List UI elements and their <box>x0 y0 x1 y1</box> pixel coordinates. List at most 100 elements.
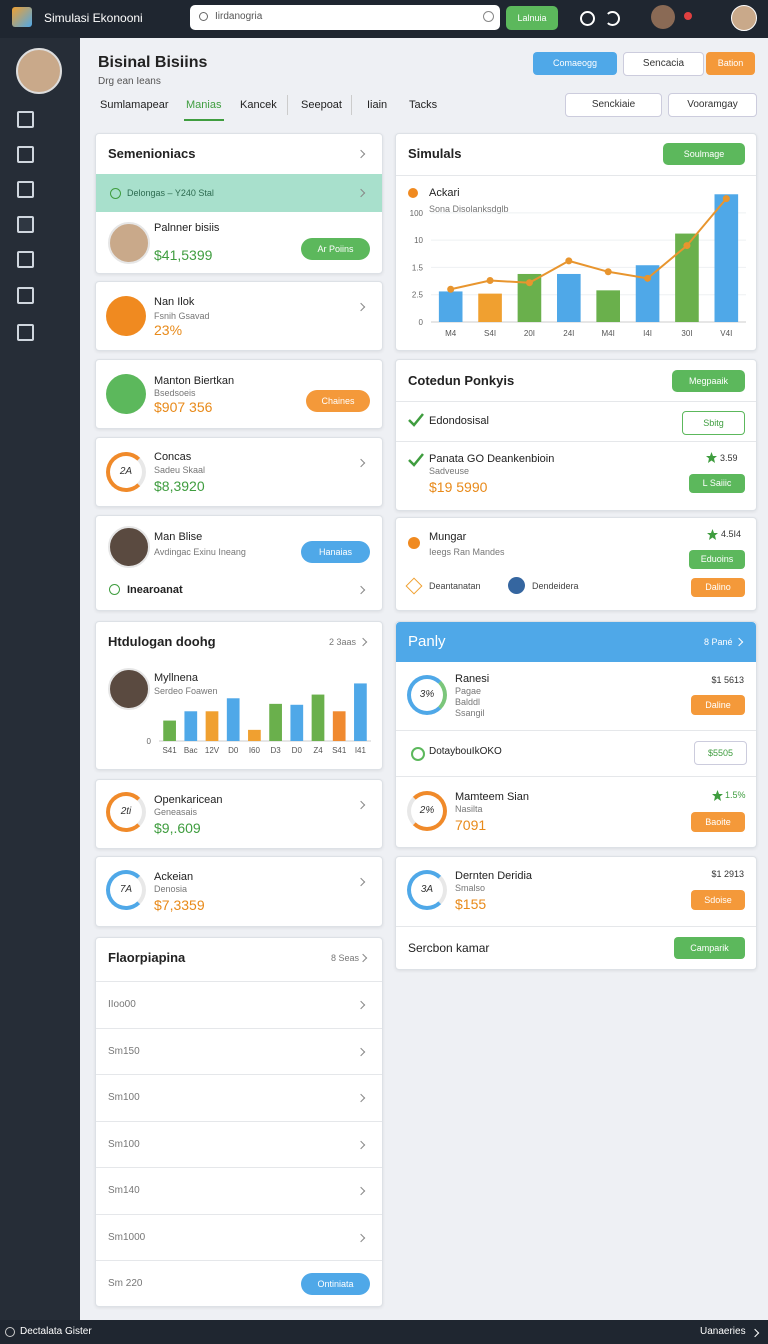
item-button[interactable]: Dalino <box>691 578 745 597</box>
list-row[interactable]: IIoo00 <box>108 999 136 1010</box>
search-box[interactable]: Iirdanogria <box>190 5 500 30</box>
divider <box>96 1260 382 1261</box>
bar <box>478 293 502 322</box>
tab[interactable]: Seepoat <box>301 99 342 111</box>
chevron[interactable] <box>356 149 366 159</box>
chevron[interactable] <box>356 877 366 887</box>
avatar[interactable] <box>731 5 757 31</box>
card-button[interactable]: Soulmage <box>663 143 745 165</box>
chevron[interactable] <box>358 953 368 963</box>
row-button[interactable]: Sbitg <box>682 411 745 435</box>
profile-avatar[interactable] <box>16 48 62 94</box>
item-button[interactable]: Daline <box>691 695 745 715</box>
list-row[interactable]: Sm150 <box>108 1045 140 1057</box>
list-row[interactable]: Sm140 <box>108 1185 140 1196</box>
nav-icon[interactable] <box>17 251 34 268</box>
chevron[interactable] <box>356 458 366 468</box>
avatar[interactable] <box>651 5 675 29</box>
chevron[interactable] <box>356 1000 366 1010</box>
search-clear[interactable] <box>483 11 494 22</box>
filter-chip[interactable]: Senckiaie <box>565 93 662 117</box>
x-tick-label: D0 <box>228 746 239 755</box>
bar <box>332 711 346 741</box>
tab[interactable]: Sumlamapear <box>100 99 169 111</box>
item-amount: $19 5990 <box>429 479 488 495</box>
header-button[interactable]: Bation <box>706 52 755 75</box>
tab-active[interactable]: Manias <box>186 99 222 111</box>
chevron[interactable] <box>356 800 366 810</box>
card: Htdulogan doohg 2 3aas Myllnena Serdeo F… <box>95 621 383 770</box>
nav-icon[interactable] <box>17 287 34 304</box>
link[interactable]: Dendeidera <box>532 581 579 591</box>
icon <box>106 296 146 336</box>
nav-icon[interactable] <box>17 216 34 233</box>
footer-button[interactable]: Camparik <box>674 937 745 959</box>
top-button[interactable]: Lalnuia <box>506 6 558 30</box>
nav-icon[interactable] <box>17 111 34 128</box>
nav-icon[interactable] <box>17 181 34 198</box>
chevron[interactable] <box>356 1093 366 1103</box>
bar <box>311 694 325 741</box>
header-button[interactable]: Sencacia <box>623 52 704 76</box>
status-bar: Dectalata Gister Uanaeries <box>0 1320 768 1344</box>
card-meta: 2 3aas <box>329 637 357 647</box>
trend-line <box>450 197 728 291</box>
x-tick-label: 20I <box>524 329 535 338</box>
item-button[interactable]: Eduoins <box>689 550 745 569</box>
item-amount: $8,3920 <box>154 478 205 494</box>
item-button[interactable]: L Saiiic <box>689 474 745 493</box>
nav-icon[interactable] <box>17 324 34 341</box>
chevron[interactable] <box>356 1233 366 1242</box>
chevron[interactable] <box>356 1140 366 1149</box>
chevron[interactable] <box>356 1047 366 1056</box>
bar <box>184 711 198 741</box>
item-sub: Ieegs Ran Mandes <box>429 547 505 557</box>
card: Simulals Soulmage Ackari Sona Disolanksd… <box>395 133 757 351</box>
item-name: Ranesi <box>455 673 490 685</box>
logo[interactable] <box>12 7 32 27</box>
trend-point <box>486 277 494 285</box>
card-title: Panly <box>408 633 446 650</box>
status-right[interactable]: Uanaeries <box>700 1326 746 1337</box>
bar <box>269 703 282 741</box>
icon[interactable] <box>605 11 620 26</box>
chevron[interactable] <box>356 585 366 595</box>
app-title: Simulasi Ekonooni <box>44 11 143 25</box>
list-row[interactable]: Sm100 <box>108 1092 140 1103</box>
item-sub: Ssangil <box>455 708 485 718</box>
list-row[interactable]: Sm1000 <box>108 1231 146 1243</box>
trend-point <box>604 268 612 276</box>
list-button[interactable]: Ontiniata <box>301 1273 370 1295</box>
link[interactable]: Deantanatan <box>429 581 481 591</box>
y-tick-label: 0 <box>147 737 152 746</box>
bar <box>557 273 581 322</box>
tab[interactable]: Iiain <box>367 99 388 111</box>
star <box>706 452 717 463</box>
item-button[interactable]: Ar Poiins <box>301 238 370 260</box>
card: 3A Dernten Deridia Smalso $155 $1 2913 S… <box>395 856 757 970</box>
item-button[interactable]: Baoite <box>691 812 745 832</box>
nav-icon[interactable] <box>17 146 34 163</box>
tab[interactable]: Kancek <box>240 99 277 111</box>
avatar <box>108 222 150 264</box>
x-tick-label: 24I <box>563 329 574 338</box>
banner[interactable]: Delongas – Y240 Stal <box>96 174 382 212</box>
chevron[interactable] <box>356 302 366 312</box>
item-sub: Balddl <box>455 697 481 707</box>
card-footer: Sercbon kamar <box>408 941 490 955</box>
header-button[interactable]: Comaeogg <box>533 52 617 75</box>
x-tick-label: S41 <box>332 746 347 755</box>
chevron[interactable] <box>356 1186 366 1196</box>
icon[interactable] <box>580 11 595 26</box>
chevron[interactable] <box>358 637 368 647</box>
item-button[interactable]: Sdoise <box>691 890 745 910</box>
card-button[interactable]: Megpaaik <box>672 370 745 392</box>
item-button[interactable]: Chaines <box>306 390 370 412</box>
filter-chip[interactable]: Vooramgay <box>668 93 757 117</box>
card: Nan Ilok Fsnih Gsavad 23% <box>95 281 383 351</box>
list-row[interactable]: Sm 220 <box>108 1278 143 1289</box>
tab[interactable]: Tacks <box>409 99 438 111</box>
list-row[interactable]: Sm100 <box>108 1138 140 1150</box>
item-button[interactable]: Hanaias <box>301 541 370 563</box>
x-tick-label: I41 <box>355 746 367 755</box>
